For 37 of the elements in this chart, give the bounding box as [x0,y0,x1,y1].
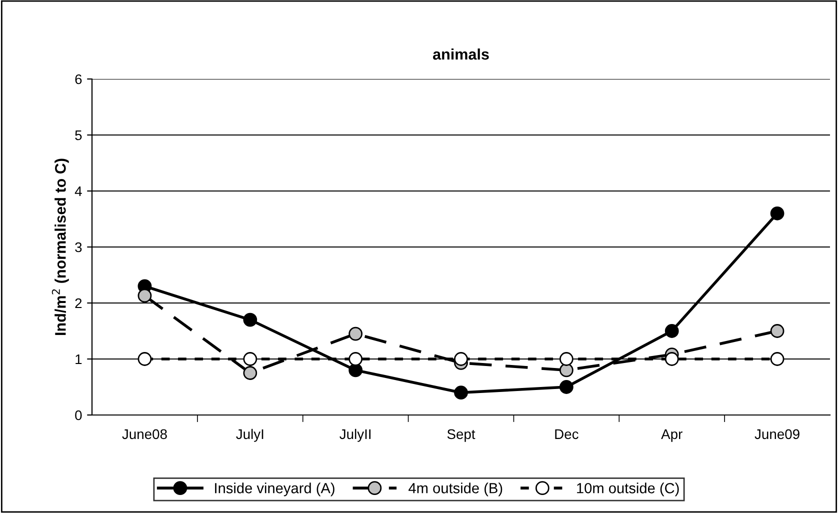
point [348,363,363,378]
x-tick-label: Sept [447,429,476,442]
y-tick-label: 5 [75,130,82,140]
chart-title: animals [433,48,489,60]
point [664,324,679,338]
point [243,312,258,327]
point [559,380,574,394]
point [348,326,363,341]
x-tick-label: JulyI [236,428,264,442]
point [138,288,152,303]
point [348,352,363,366]
y-axis-title: Ind/m$^{2}$ (normalised to C) [52,158,69,335]
point [559,352,574,366]
point [770,352,784,366]
point [243,366,258,380]
x-tick-label: Dec [555,429,578,440]
y-tick-label: 6 [75,74,82,84]
legend-label: 10m outside (C) [577,482,679,496]
y-tick-label: 2 [75,298,82,308]
point [454,352,468,366]
y-tick-label: 4 [74,186,82,196]
y-tick-label: 3 [75,242,82,252]
y-tick-label: 1 [76,354,82,364]
point [559,363,574,378]
x-tick-label: Apr [661,429,682,442]
point [664,352,679,366]
x-tick-label: June09 [754,429,800,440]
y-tick-label: 0 [75,410,82,420]
point [243,352,258,366]
legend-label: 4m outside (B) [408,482,502,496]
point [454,386,468,400]
x-tick-label: JulyII [340,428,370,442]
point [138,352,152,366]
point [770,206,784,220]
legend-label: Inside vineyard (A) [215,482,334,496]
point [770,324,784,338]
x-tick-label: June08 [122,429,167,440]
